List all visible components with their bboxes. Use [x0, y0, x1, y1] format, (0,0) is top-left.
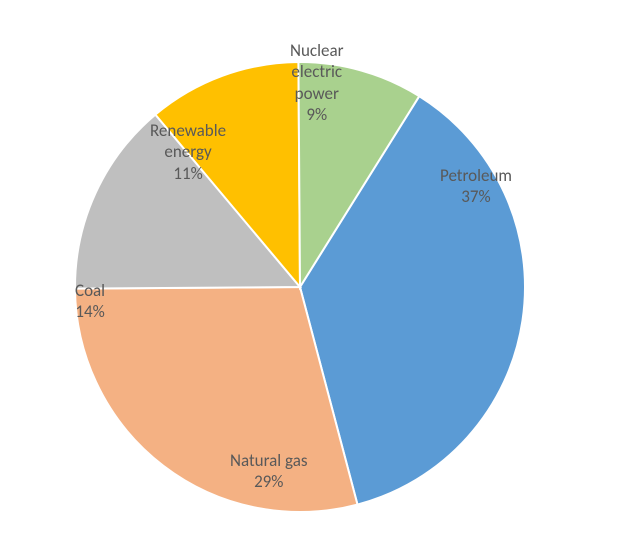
- pie-svg: [0, 0, 619, 539]
- energy-pie-chart: Petroleum37%Natural gas29%Coal14%Renewab…: [0, 0, 619, 539]
